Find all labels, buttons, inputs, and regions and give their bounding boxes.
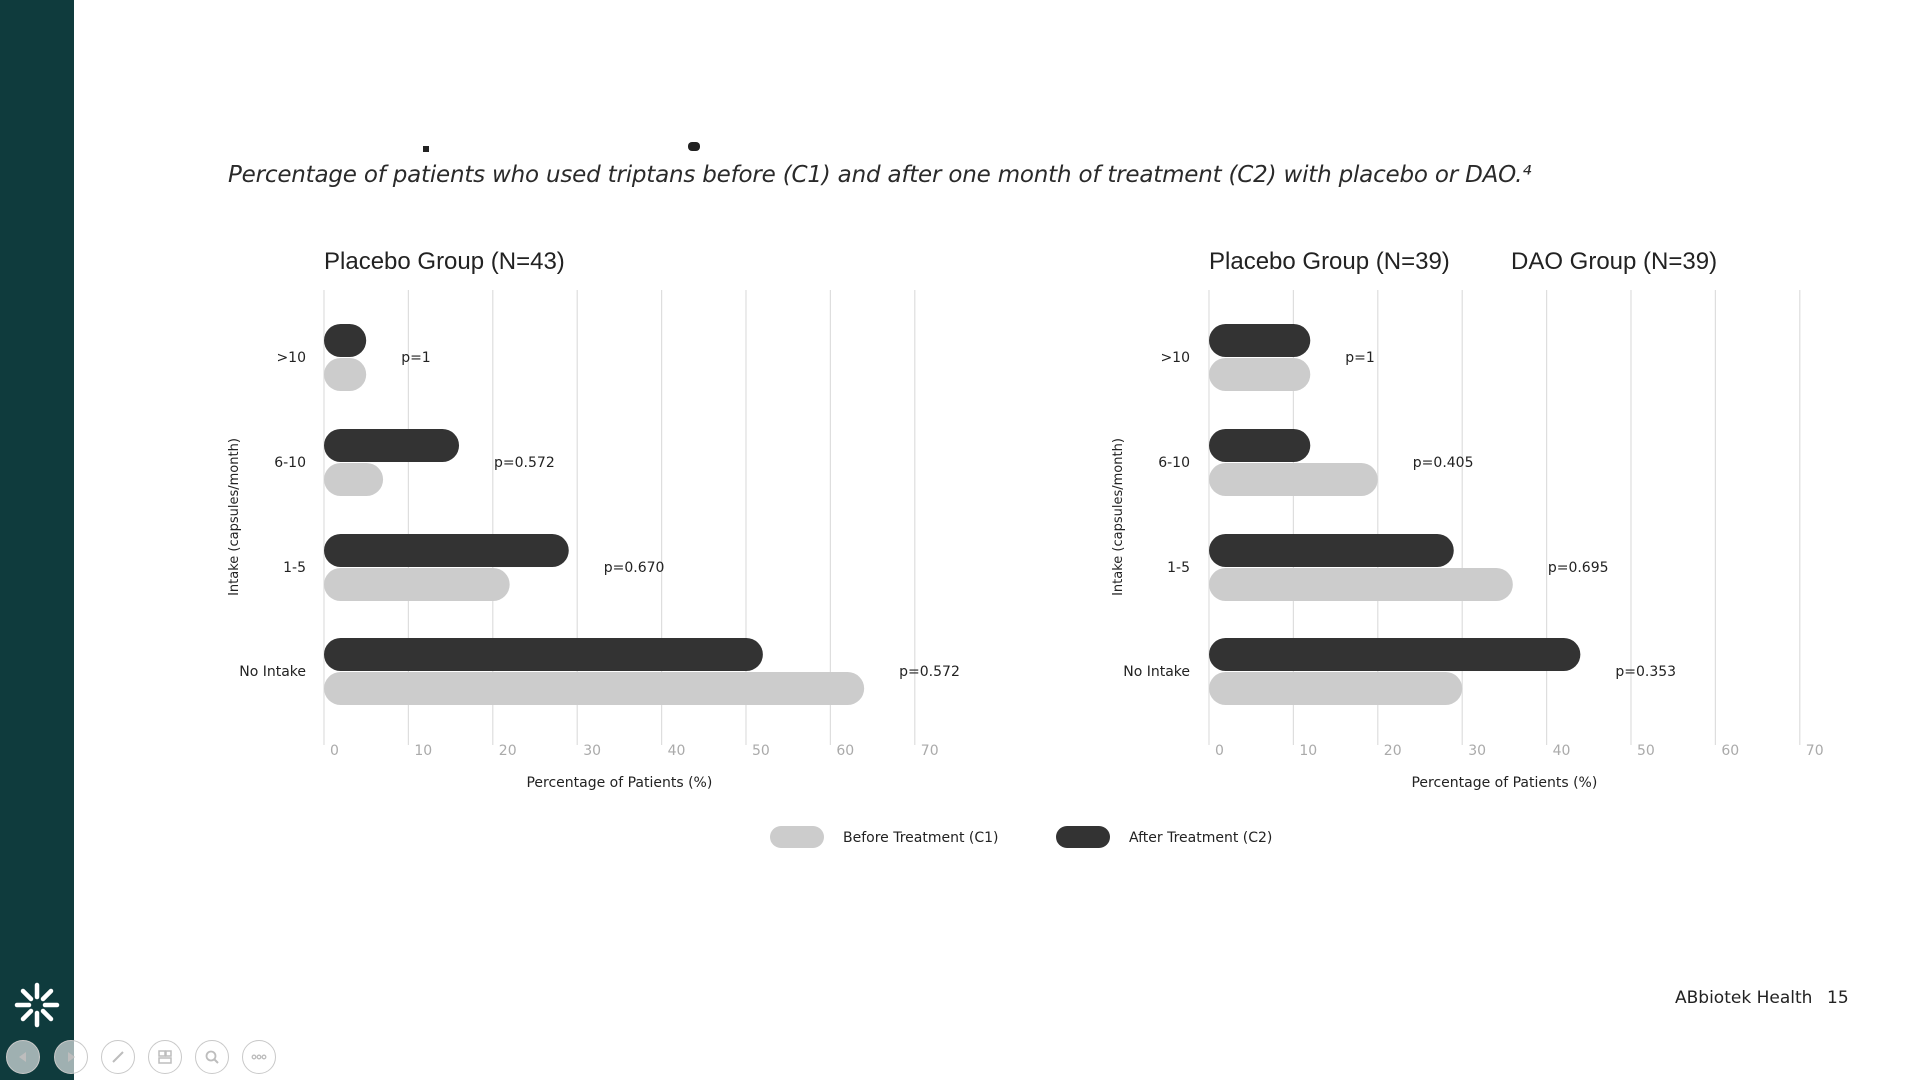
x-tick-label: 30 [1468, 743, 1486, 759]
bar-after [1209, 429, 1311, 462]
y-axis-title: Intake (capsules/month) [1111, 438, 1126, 596]
more-icon [251, 1054, 267, 1060]
p-value-annotation: p=0.695 [1548, 560, 1609, 576]
x-tick-label: 0 [330, 743, 339, 759]
bar-before [1209, 672, 1463, 705]
p-value-annotation: p=0.572 [494, 455, 555, 471]
zoom-icon [205, 1050, 219, 1064]
next-icon [68, 1052, 75, 1062]
legend-label-before: Before Treatment (C1) [843, 830, 999, 846]
p-value-annotation: p=0.353 [1615, 664, 1676, 680]
x-tick-label: 20 [499, 743, 517, 759]
slides-icon [158, 1050, 172, 1064]
y-category-label: 1-5 [1167, 560, 1190, 576]
x-axis-title: Percentage of Patients (%) [526, 775, 712, 791]
prev-slide-button[interactable] [6, 1040, 40, 1074]
brand-logo-icon [14, 982, 60, 1028]
y-category-label: 6-10 [274, 455, 306, 471]
chart-title-secondary: DAO Group (N=39) [1511, 248, 1717, 275]
bar-after [324, 324, 367, 357]
p-value-annotation: p=1 [1345, 350, 1375, 366]
p-value-annotation: p=0.572 [899, 664, 960, 680]
slides-button[interactable] [148, 1040, 182, 1074]
x-tick-label: 10 [1299, 743, 1317, 759]
pen-icon [112, 1051, 124, 1063]
sidebar [0, 0, 74, 1080]
x-tick-label: 50 [752, 743, 770, 759]
footer-brand: ABbiotek Health [1675, 988, 1813, 1008]
bar-before [1209, 463, 1378, 496]
x-tick-label: 10 [414, 743, 432, 759]
bar-before [324, 358, 367, 391]
x-tick-label: 60 [1721, 743, 1739, 759]
more-options-button[interactable] [242, 1040, 276, 1074]
prev-icon [19, 1052, 26, 1062]
bar-before [1209, 568, 1513, 601]
x-tick-label: 60 [836, 743, 854, 759]
y-category-label: 6-10 [1158, 455, 1190, 471]
chart-title: Placebo Group (N=39) [1209, 248, 1450, 275]
y-category-label: No Intake [1123, 664, 1190, 680]
bar-after [324, 429, 460, 462]
y-category-label: 1-5 [283, 560, 306, 576]
bar-before [1209, 358, 1311, 391]
bar-before [324, 672, 865, 705]
page-number: 15 [1827, 988, 1849, 1008]
legend-label-after: After Treatment (C2) [1129, 830, 1272, 846]
bar-after [1209, 638, 1581, 671]
bar-after [324, 534, 569, 567]
x-tick-label: 0 [1215, 743, 1224, 759]
slide-title-fragment [228, 136, 828, 152]
x-tick-label: 20 [1384, 743, 1402, 759]
chart-title: Placebo Group (N=43) [324, 248, 565, 275]
bar-after [1209, 324, 1311, 357]
y-axis-title: Intake (capsules/month) [227, 438, 242, 596]
y-category-label: >10 [276, 350, 306, 366]
legend-swatch-before [770, 826, 824, 848]
x-tick-label: 70 [1806, 743, 1824, 759]
p-value-annotation: p=0.405 [1413, 455, 1474, 471]
next-slide-button[interactable] [54, 1040, 88, 1074]
x-tick-label: 70 [921, 743, 939, 759]
bar-after [324, 638, 763, 671]
x-tick-label: 40 [668, 743, 686, 759]
p-value-annotation: p=0.670 [604, 560, 665, 576]
x-axis-title: Percentage of Patients (%) [1411, 775, 1597, 791]
x-tick-label: 30 [583, 743, 601, 759]
bar-after [1209, 534, 1454, 567]
bar-before [324, 463, 384, 496]
x-tick-label: 40 [1553, 743, 1571, 759]
bar-before [324, 568, 510, 601]
slide-subtitle: Percentage of patients who used triptans… [228, 162, 1532, 188]
pen-button[interactable] [101, 1040, 135, 1074]
y-category-label: >10 [1160, 350, 1190, 366]
p-value-annotation: p=1 [401, 350, 431, 366]
y-category-label: No Intake [239, 664, 306, 680]
legend-swatch-after [1056, 826, 1110, 848]
zoom-button[interactable] [195, 1040, 229, 1074]
x-tick-label: 50 [1637, 743, 1655, 759]
